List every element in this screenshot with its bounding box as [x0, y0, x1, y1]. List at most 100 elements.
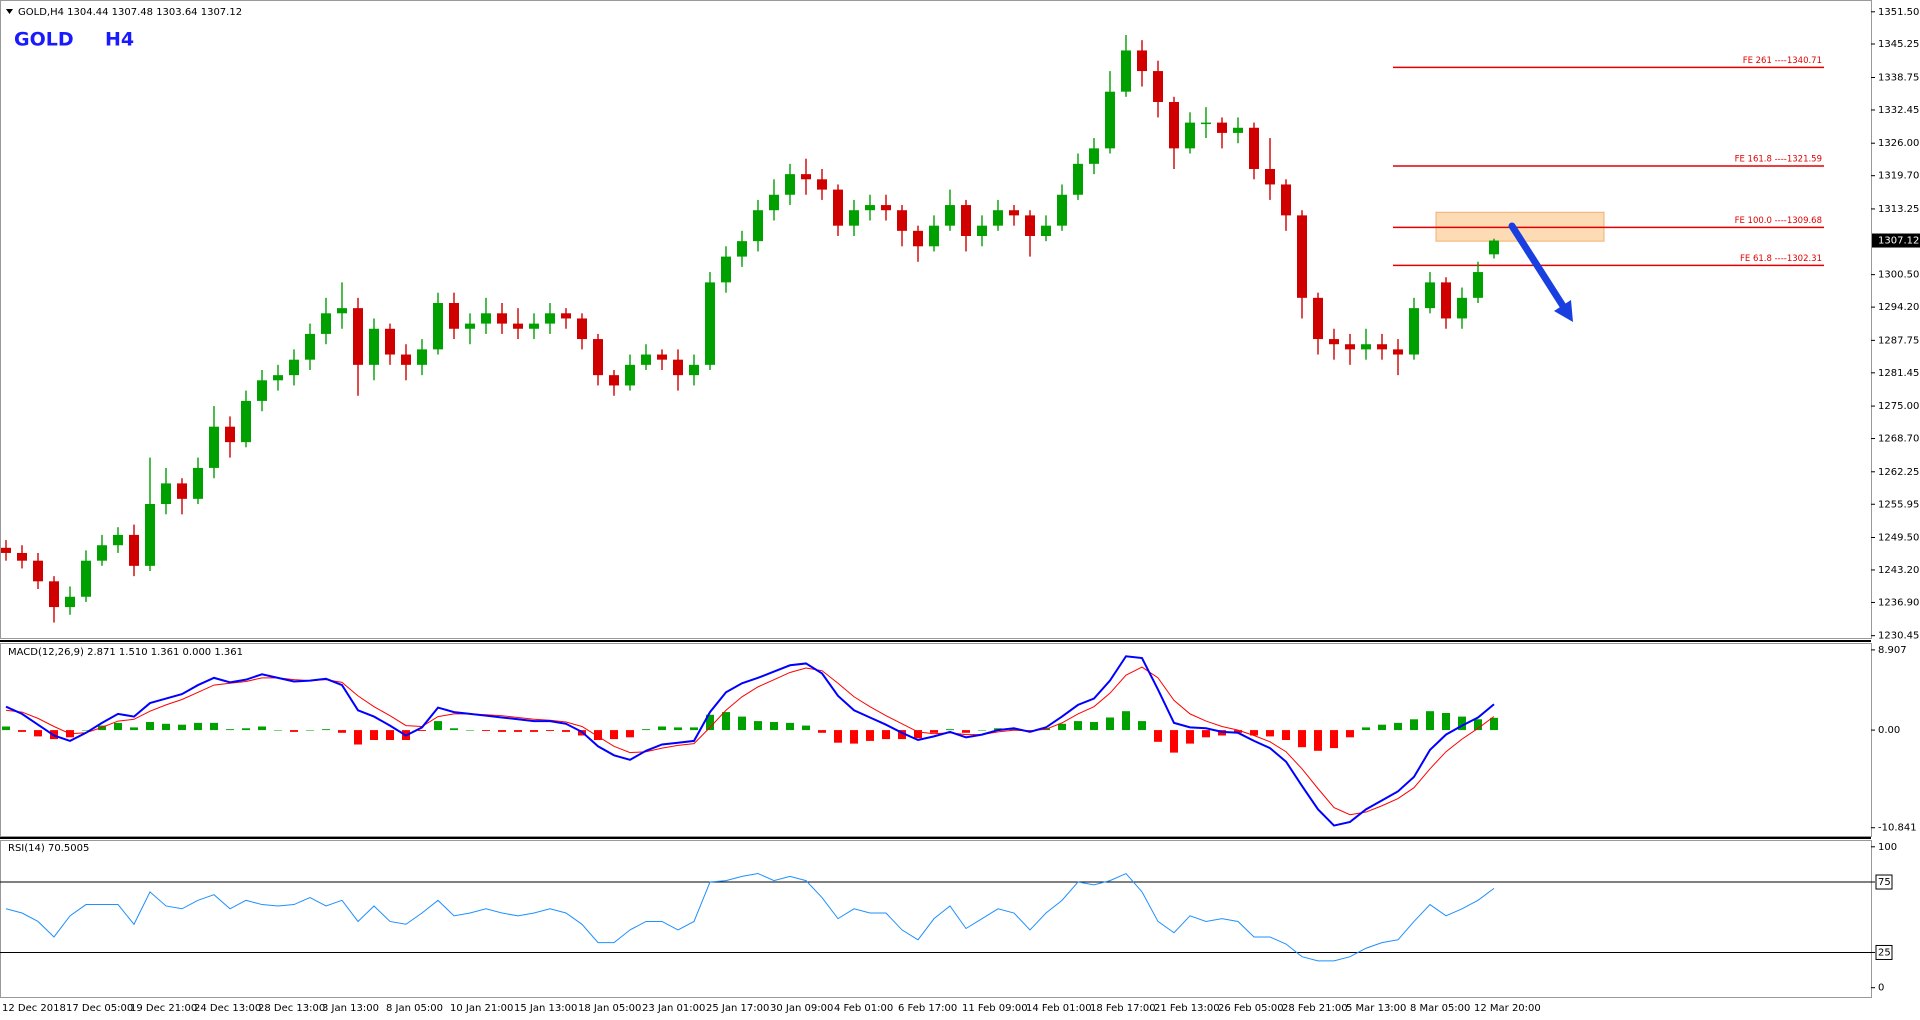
- candle-body: [337, 308, 347, 314]
- macd-histogram-bar: [1234, 730, 1242, 733]
- candle-body: [753, 210, 763, 242]
- candle-body: [929, 225, 939, 247]
- y-tick-label: 1294.20: [1878, 302, 1919, 313]
- macd-histogram-bar: [210, 722, 218, 731]
- macd-histogram-bar: [370, 730, 378, 740]
- macd-histogram-bar: [882, 730, 890, 740]
- y-tick-box: [1875, 944, 1893, 960]
- macd-histogram-bar: [1250, 730, 1258, 736]
- candle-body: [417, 349, 427, 365]
- candle-body: [65, 596, 75, 608]
- macd-histogram-bar: [1490, 717, 1498, 731]
- candle-body: [177, 483, 187, 499]
- rsi-title: RSI(14) 70.5005: [8, 843, 89, 854]
- y-tick-label: 1236.90: [1878, 597, 1919, 608]
- y-tick-label: 1313.25: [1878, 204, 1919, 215]
- candle-body: [737, 241, 747, 257]
- macd-histogram-bar: [754, 721, 762, 731]
- candle-body: [401, 354, 411, 365]
- x-tick-label: 10 Jan 21:00: [450, 1003, 513, 1014]
- candle-body: [17, 552, 27, 561]
- candle-body: [369, 328, 379, 365]
- x-tick-label: 12 Mar 20:00: [1474, 1003, 1541, 1014]
- macd-histogram-bar: [978, 730, 986, 731]
- y-tick-label: 1338.75: [1878, 73, 1919, 84]
- macd-histogram-bar: [258, 726, 266, 731]
- price-panel-frame: [0, 0, 1872, 639]
- macd-histogram-bar: [1442, 712, 1450, 731]
- candle-body: [945, 205, 955, 226]
- macd-histogram-bar: [690, 727, 698, 731]
- y-tick-label: 1287.75: [1878, 335, 1919, 346]
- macd-histogram-bar: [146, 721, 154, 731]
- candle-body: [1297, 215, 1307, 298]
- macd-histogram-bar: [322, 729, 330, 731]
- x-tick-label: 26 Feb 05:00: [1218, 1003, 1284, 1014]
- candle-body: [1473, 272, 1483, 298]
- candle-body: [513, 323, 523, 329]
- candle-body: [785, 174, 795, 195]
- candle-body: [289, 359, 299, 376]
- macd-histogram-bar: [546, 730, 554, 731]
- macd-histogram-bar: [178, 724, 186, 731]
- candle-body: [961, 205, 971, 236]
- macd-histogram-bar: [1266, 730, 1274, 737]
- candle-body: [593, 339, 603, 376]
- macd-histogram-bar: [1314, 730, 1322, 751]
- fibo-label: FE 61.8 ----1302.31: [1740, 254, 1822, 264]
- candle-body: [1265, 168, 1275, 185]
- rsi-panel-frame: [0, 840, 1872, 998]
- x-tick-label: 5 Mar 13:00: [1346, 1003, 1406, 1014]
- candle-body: [641, 354, 651, 365]
- macd-histogram-bar: [850, 730, 858, 744]
- macd-histogram-bar: [674, 727, 682, 731]
- macd-histogram-bar: [786, 722, 794, 731]
- y-tick-label: 1255.95: [1878, 499, 1919, 510]
- candle-body: [993, 210, 1003, 226]
- candle-body: [897, 210, 907, 231]
- macd-histogram-bar: [1090, 721, 1098, 731]
- candle-body: [609, 375, 619, 386]
- macd-histogram-bar: [946, 729, 954, 731]
- macd-histogram-bar: [626, 730, 634, 738]
- macd-histogram-bar: [434, 721, 442, 731]
- macd-histogram-bar: [34, 730, 42, 737]
- candle-body: [81, 560, 91, 597]
- macd-histogram-bar: [386, 730, 394, 740]
- y-tick-label: 1326.00: [1878, 138, 1919, 149]
- macd-histogram-bar: [594, 730, 602, 740]
- macd-histogram-bar: [1298, 730, 1306, 748]
- candle-body: [833, 189, 843, 226]
- candle-body: [1073, 163, 1083, 195]
- macd-histogram-bar: [1058, 723, 1066, 731]
- candle-body: [1121, 50, 1131, 92]
- candle-body: [465, 323, 475, 329]
- y-tick-label: 1281.45: [1878, 368, 1919, 379]
- macd-histogram-bar: [930, 730, 938, 733]
- candle-body: [1457, 297, 1467, 319]
- timeframe-label: H4: [105, 29, 134, 51]
- x-tick-label: 25 Jan 17:00: [706, 1003, 769, 1014]
- candle-body: [129, 534, 139, 566]
- macd-histogram-bar: [834, 730, 842, 743]
- macd-line: [5, 666, 1495, 816]
- candle-body: [1137, 50, 1147, 72]
- x-tick-label: 15 Jan 13:00: [514, 1003, 577, 1014]
- candle-body: [705, 282, 715, 365]
- macd-histogram-bar: [1346, 730, 1354, 738]
- macd-histogram-bar: [242, 728, 250, 731]
- y-tick-label: 100: [1878, 842, 1897, 853]
- y-tick-label: 8.907: [1878, 645, 1907, 656]
- x-tick-label: 28 Feb 21:00: [1282, 1003, 1348, 1014]
- macd-histogram-bar: [2, 726, 10, 731]
- macd-histogram-bar: [706, 714, 714, 731]
- macd-histogram-bar: [530, 730, 538, 732]
- x-tick-label: 14 Feb 01:00: [1026, 1003, 1092, 1014]
- macd-histogram-bar: [162, 723, 170, 731]
- macd-histogram-bar: [274, 730, 282, 731]
- x-tick-label: 21 Feb 13:00: [1154, 1003, 1220, 1014]
- candle-body: [1329, 339, 1339, 345]
- y-tick-label: 75: [1878, 877, 1891, 888]
- candle-body: [161, 483, 171, 504]
